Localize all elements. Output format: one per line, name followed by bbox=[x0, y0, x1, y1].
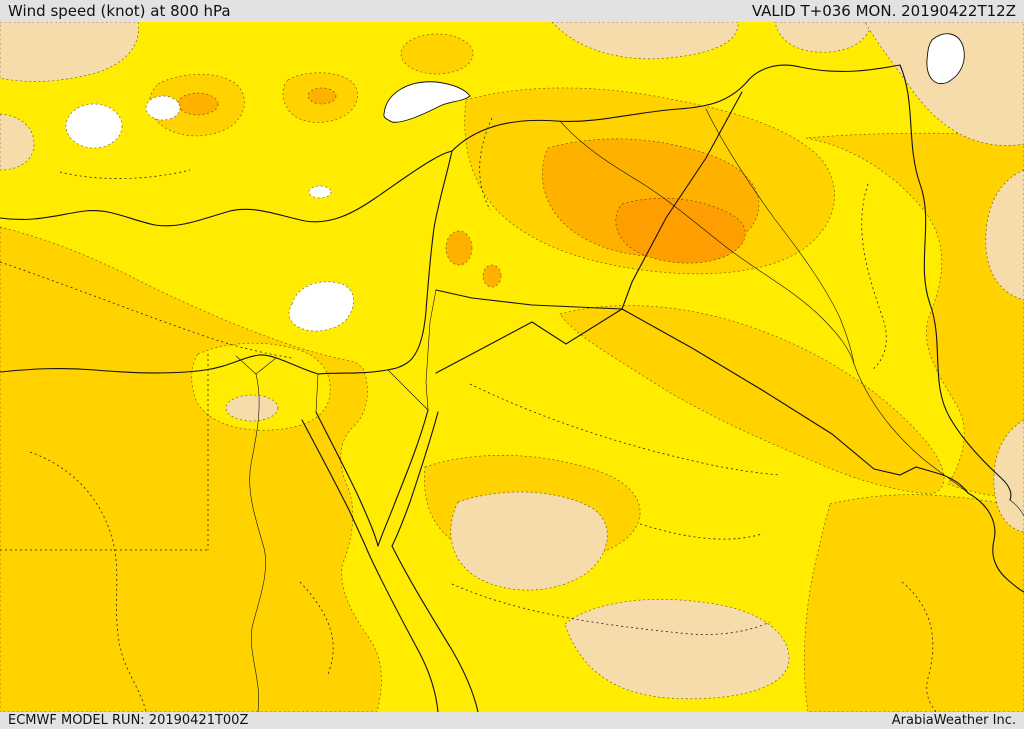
footer-bar: ECMWF MODEL RUN: 20190421T00Z ArabiaWeat… bbox=[0, 712, 1024, 729]
contour-calm-sea bbox=[288, 281, 354, 332]
contour-spot-lebanon-b bbox=[482, 264, 502, 288]
valid-time-label: VALID T+036 MON. 20190422T12Z bbox=[751, 2, 1016, 20]
contour-tan-top-right bbox=[864, 22, 1024, 146]
contour-tan-mid-bottom bbox=[450, 491, 608, 591]
jordan-valley-border bbox=[425, 289, 437, 411]
levant-egypt-coast bbox=[0, 150, 453, 375]
contour-region-east-iraq bbox=[805, 132, 1024, 499]
river-layer bbox=[235, 108, 969, 712]
contour-calm-anatolia-c bbox=[308, 185, 332, 199]
contour-region-syria-core bbox=[615, 197, 746, 264]
contour-line-north-saudi bbox=[469, 383, 781, 476]
nile-delta-branch-west bbox=[235, 355, 257, 375]
contour-line-anatolia bbox=[59, 169, 191, 179]
contour-tan-bottom-big bbox=[564, 599, 790, 700]
contour-tan-top-center2 bbox=[774, 22, 873, 53]
wind-speed-map-svg bbox=[0, 22, 1024, 712]
contour-spot-lebanon-a bbox=[445, 230, 473, 266]
contour-tan-left-edge bbox=[0, 113, 35, 171]
contour-region-delta-tan bbox=[225, 394, 279, 422]
contour-line-west-syria bbox=[479, 117, 493, 211]
contour-line-zagros bbox=[861, 183, 887, 371]
syria-jordan-border bbox=[435, 289, 623, 310]
turkey-south-coast bbox=[0, 150, 453, 227]
contour-core-anatolia-a bbox=[177, 92, 219, 116]
persian-gulf-coast bbox=[967, 492, 1024, 593]
contour-line-central-saudi bbox=[451, 583, 771, 635]
gulf-of-aqaba-west-shore bbox=[377, 409, 429, 547]
persian-gulf-iran-coast bbox=[1009, 499, 1024, 517]
header-bar: Wind speed (knot) at 800 hPa VALID T+036… bbox=[0, 0, 1024, 22]
contour-tan-right-lower bbox=[993, 419, 1024, 533]
weather-map bbox=[0, 22, 1024, 712]
nile-delta-branch-east bbox=[255, 357, 277, 375]
contour-calm-anatolia-b bbox=[145, 95, 181, 121]
red-sea-east-coast bbox=[391, 545, 479, 712]
contour-region-anatolia-c bbox=[400, 33, 474, 75]
contour-line-gulf-south bbox=[901, 581, 937, 712]
shatt-al-arab-river bbox=[853, 363, 969, 494]
contour-tan-top-center bbox=[551, 22, 739, 60]
suez-canal bbox=[315, 373, 319, 413]
gulf-of-suez-east-shore bbox=[315, 411, 379, 547]
contour-tan-right-upper bbox=[985, 169, 1024, 301]
iran-border bbox=[899, 64, 1012, 501]
contour-region-se-corner bbox=[804, 494, 1024, 712]
contour-line-sea bbox=[0, 261, 293, 359]
iraq-saudi-border bbox=[621, 308, 969, 494]
euphrates-river bbox=[559, 120, 855, 365]
red-sea-west-coast bbox=[367, 551, 439, 712]
contour-core-anatolia-b bbox=[307, 87, 337, 105]
credit-label: ArabiaWeather Inc. bbox=[891, 713, 1016, 728]
contour-line-layer bbox=[0, 117, 937, 712]
model-run-label: ECMWF MODEL RUN: 20190421T00Z bbox=[8, 713, 249, 728]
lake-van bbox=[926, 33, 965, 84]
nile-river bbox=[249, 373, 266, 712]
gulf-of-suez-west-shore bbox=[301, 419, 369, 553]
negev-border bbox=[387, 369, 429, 411]
syria-iraq-border bbox=[621, 91, 743, 310]
contour-tan-top-left bbox=[0, 22, 139, 82]
tigris-river bbox=[705, 108, 855, 365]
cyprus-island bbox=[383, 81, 471, 123]
turkey-syria-border bbox=[451, 64, 901, 152]
boundary-layer bbox=[0, 64, 1024, 712]
map-title: Wind speed (knot) at 800 hPa bbox=[8, 2, 231, 20]
contour-fill-layer bbox=[0, 22, 1024, 712]
contour-calm-anatolia-a bbox=[65, 103, 123, 149]
jordan-saudi-border bbox=[435, 308, 623, 374]
contour-line-west-egypt bbox=[29, 451, 147, 712]
contour-line-upper-egypt bbox=[299, 581, 334, 675]
gulf-of-aqaba-east-shore bbox=[391, 411, 439, 547]
